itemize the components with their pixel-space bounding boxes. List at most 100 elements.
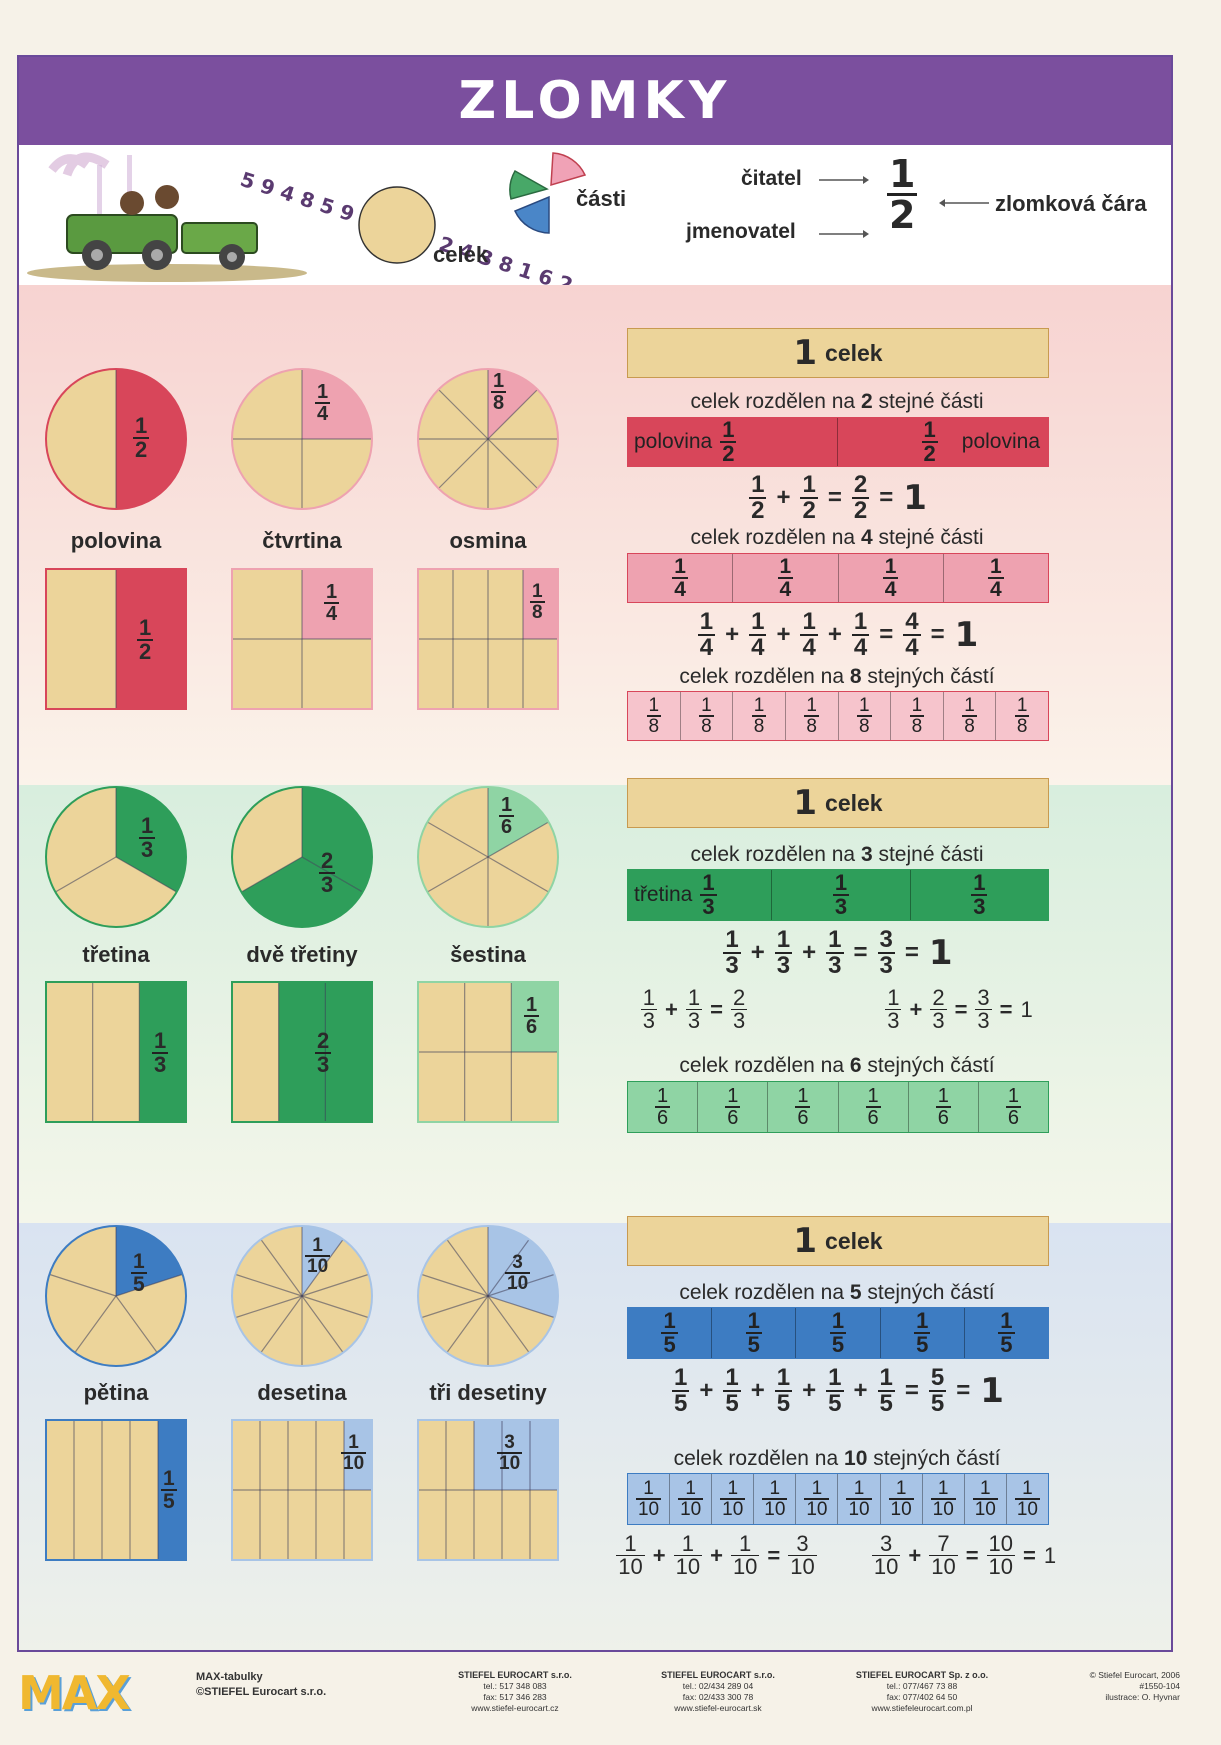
heading-halves-pre: celek rozdělen na <box>690 390 861 413</box>
heading-fifths: celek rozdělen na 5 stejných částí <box>627 1281 1047 1305</box>
bar-halves-fraction-denominator: 2 <box>720 441 737 466</box>
square-two-thirds <box>231 981 373 1123</box>
bar-tenths-fraction-denominator: 10 <box>720 1498 746 1520</box>
circle-fifth-outline <box>45 1225 187 1367</box>
bar-tenths-cell: 1 10 <box>795 1474 837 1524</box>
circle-three-tenths-sector <box>488 1274 558 1318</box>
brand-text: MAX-tabulky ©STIEFEL Eurocart s.r.o. <box>196 1670 326 1700</box>
circle-three-tenths-divider <box>487 1295 530 1353</box>
circle-sixth-fraction-numerator: 1 <box>501 794 513 816</box>
shape-label-tretina: třetina <box>82 942 150 967</box>
arrow-numerator-icon <box>819 176 869 184</box>
whole-bar-2-word: celek <box>825 789 883 816</box>
equation-thirds-partial-term-denominator: 3 <box>640 1008 658 1033</box>
equation-tenths-complete-one: 1 <box>1043 1542 1057 1568</box>
bar-fifths-fraction-numerator: 1 <box>663 1308 676 1333</box>
bar-fifths-fraction-denominator: 5 <box>661 1332 678 1357</box>
square-sixth-outline <box>417 981 559 1123</box>
equation-fifths-one: 1 <box>980 1371 1004 1411</box>
circle-three-tenths-outline <box>417 1225 559 1367</box>
shape-label-dve-tretiny: dvě třetiny <box>246 942 358 967</box>
square-third-fraction-numerator: 1 <box>154 1028 167 1053</box>
bar-eighths-fraction-numerator: 1 <box>701 695 712 716</box>
bar-fifths-fraction-denominator: 5 <box>745 1332 762 1357</box>
equation-tenths-complete-term-denominator: 10 <box>986 1554 1016 1579</box>
equation-thirds-partial-term-numerator: 1 <box>687 985 701 1010</box>
bar-tenths-fraction-numerator: 1 <box>811 1478 823 1499</box>
circle-quarter-sector <box>302 369 372 439</box>
bar-fifths-fraction-numerator: 1 <box>747 1308 760 1333</box>
square-eighth-fraction-denominator: 8 <box>530 601 545 623</box>
circle-tenth-outline <box>231 1225 373 1367</box>
square-half-fraction-denominator: 2 <box>137 639 154 664</box>
bar-tenths-cell: 1 10 <box>963 1474 1006 1524</box>
square-tenth-filled-cell <box>344 1420 372 1490</box>
contact-cz-name: STIEFEL EUROCART s.r.o. <box>458 1670 572 1680</box>
equation-halves-equals: = <box>827 484 842 511</box>
brand-logo: MAX <box>18 1666 131 1720</box>
equation-halves-term-numerator: 1 <box>751 471 765 498</box>
bar-thirds-fraction-denominator: 3 <box>832 894 850 919</box>
square-quarter-fraction-numerator: 1 <box>326 581 338 603</box>
equation-quarters-result-denominator: 4 <box>903 634 921 661</box>
intro-panel: 5 9 4 8 5 9 7 3 5 6 2 4 3 8 1 6 2 celek … <box>19 145 1171 297</box>
equation-quarters-plus: + <box>776 621 791 648</box>
bar-tenths-fraction-denominator: 10 <box>678 1498 704 1520</box>
bar-thirds: třetina 1 3 1 3 1 3 <box>627 869 1049 921</box>
contact-pl-name: STIEFEL EUROCART Sp. z o.o. <box>855 1670 989 1680</box>
bar-tenths-fraction-numerator: 1 <box>980 1478 991 1499</box>
bar-halves: polovina 1 2 1 2 polovina <box>627 417 1049 467</box>
whole-bar-1-word: celek <box>825 339 883 366</box>
heading-eighths-number: 8 <box>849 665 862 688</box>
square-tenth-fraction: 1 10 <box>341 1433 367 1473</box>
circle-fifth-divider <box>74 1295 117 1353</box>
circle-two-thirds-outline <box>231 786 373 928</box>
equation-quarters-term-numerator: 1 <box>802 608 816 635</box>
circle-two-thirds-divider <box>301 856 363 893</box>
circle-tenth-divider <box>301 1239 344 1297</box>
equation-tenths-complete-equals: = <box>1023 1542 1036 1568</box>
circle-quarter-fraction-numerator: 1 <box>317 381 329 403</box>
bar-thirds-word-left: třetina <box>634 883 693 906</box>
equation-fifths-result-numerator: 5 <box>930 1364 945 1391</box>
bar-tenths-cell: 1 10 <box>753 1474 795 1524</box>
circle-half-fraction-denominator: 2 <box>133 437 150 462</box>
circle-tenth-divider <box>301 1295 369 1319</box>
circle-quarter-fraction-denominator: 4 <box>315 402 331 425</box>
circle-two-thirds-fraction-numerator: 2 <box>321 848 334 873</box>
bar-halves-cell: 1 2 polovina <box>836 418 1049 466</box>
equation-quarters-term-denominator: 4 <box>697 634 716 661</box>
whole-bar-2-number: 1 <box>793 783 818 823</box>
equation-thirds-complete-equals: = <box>954 996 968 1022</box>
bar-sixths-fraction-numerator: 1 <box>937 1085 949 1107</box>
heading-thirds-post: stejné části <box>872 843 984 866</box>
equation-tenths-partial-term-denominator: 10 <box>673 1554 703 1579</box>
equation-fifths-plus: + <box>802 1377 817 1404</box>
bar-thirds-fraction-numerator: 1 <box>973 870 986 895</box>
equation-tenths-partial-term-numerator: 1 <box>624 1531 637 1556</box>
section-halves: 1 2 1 4 1 8 polovina čtvrtina osmina 1 2 1 4 1 8 1 celek… <box>19 285 1171 785</box>
equation-thirds-one: 1 <box>928 933 953 973</box>
equation-thirds-term-denominator: 3 <box>723 952 741 979</box>
equation-thirds-partial-term-denominator: 3 <box>730 1008 748 1033</box>
